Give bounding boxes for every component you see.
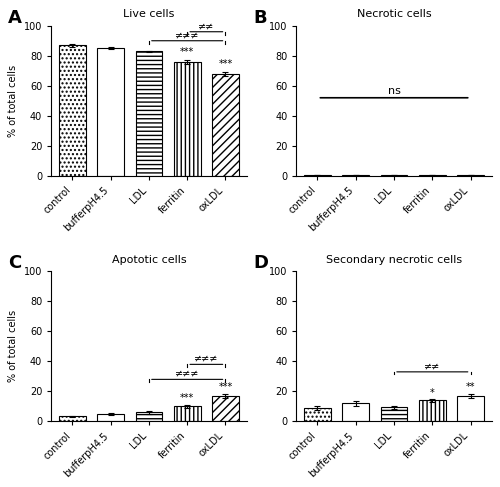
Bar [304, 408, 331, 421]
Bar [419, 400, 446, 421]
Y-axis label: % of total cells: % of total cells [8, 65, 18, 137]
Title: Secondary necrotic cells: Secondary necrotic cells [326, 255, 462, 265]
Text: ***: *** [218, 59, 232, 69]
Title: Apototic cells: Apototic cells [112, 255, 186, 265]
Text: B: B [254, 9, 267, 27]
Bar [174, 62, 201, 176]
Text: ns: ns [388, 86, 400, 95]
Text: ***: *** [180, 47, 194, 57]
Bar [212, 396, 239, 421]
Bar [59, 416, 86, 421]
Bar [457, 396, 484, 421]
Bar [136, 51, 162, 176]
Bar [136, 412, 162, 421]
Text: ***: *** [180, 393, 194, 403]
Text: ≠≠: ≠≠ [424, 361, 440, 371]
Text: D: D [254, 254, 268, 272]
Bar [380, 407, 407, 421]
Title: Necrotic cells: Necrotic cells [356, 9, 432, 19]
Bar [419, 175, 446, 176]
Bar [174, 406, 201, 421]
Text: ≠≠≠: ≠≠≠ [194, 354, 218, 364]
Text: A: A [8, 9, 22, 27]
Title: Live cells: Live cells [123, 9, 174, 19]
Text: ***: *** [218, 382, 232, 393]
Bar [97, 48, 124, 176]
Text: ≠≠: ≠≠ [198, 21, 214, 31]
Bar [342, 403, 369, 421]
Text: ≠≠≠: ≠≠≠ [175, 369, 200, 378]
Text: **: ** [466, 382, 475, 393]
Bar [59, 45, 86, 176]
Y-axis label: % of total cells: % of total cells [8, 310, 18, 382]
Bar [97, 414, 124, 421]
Text: *: * [430, 388, 434, 398]
Text: C: C [8, 254, 22, 272]
Bar [212, 74, 239, 176]
Text: ≠≠≠: ≠≠≠ [175, 30, 200, 40]
